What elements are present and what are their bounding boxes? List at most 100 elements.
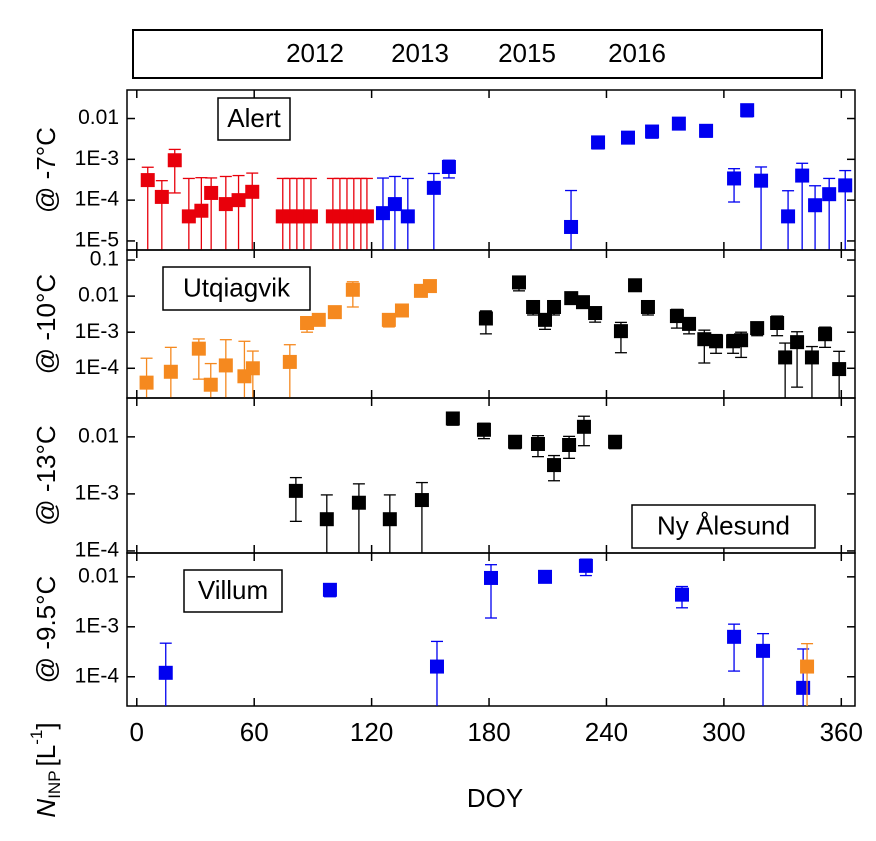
- marker: [750, 321, 765, 336]
- marker: [770, 315, 785, 330]
- marker: [822, 187, 837, 202]
- marker: [218, 197, 233, 212]
- marker: [382, 512, 397, 527]
- marker: [818, 327, 833, 342]
- panel: 0.01 1E-3 1E-4 0 60 120 180 240 300 360 Villum @ -9…: [31, 552, 863, 747]
- y-tick-label: 1E-4: [75, 188, 120, 211]
- legend-entry: 2013: [391, 38, 449, 68]
- marker: [181, 209, 196, 224]
- marker: [426, 180, 441, 195]
- y-tick-label: 1E-3: [75, 320, 119, 343]
- marker: [628, 278, 643, 293]
- marker: [400, 209, 415, 224]
- marker: [800, 659, 815, 674]
- marker: [375, 206, 390, 221]
- marker: [727, 629, 742, 644]
- marker: [345, 282, 360, 297]
- y-tick-label: 0.01: [78, 284, 119, 307]
- y-tick-label: 1E-4: [75, 356, 120, 379]
- panel-label-box: [631, 504, 816, 549]
- marker: [394, 303, 409, 318]
- marker: [675, 587, 690, 602]
- marker: [671, 116, 686, 131]
- marker: [682, 316, 697, 331]
- y-axis-common-label: NINP [L-1]: [27, 722, 64, 817]
- marker: [319, 512, 334, 527]
- marker: [300, 315, 315, 330]
- marker: [588, 306, 603, 321]
- marker: [194, 203, 209, 218]
- marker: [613, 324, 628, 339]
- y-tick-label: 0.01: [78, 424, 119, 447]
- legend-entry: 2016: [608, 38, 666, 68]
- legend-entry: 2015: [498, 38, 556, 68]
- y-axis-label: @ -13°C: [31, 425, 61, 525]
- marker: [158, 665, 173, 680]
- marker: [359, 209, 374, 224]
- panel-label-box: [183, 569, 283, 613]
- marker: [218, 358, 233, 373]
- marker: [578, 558, 593, 573]
- marker: [669, 309, 684, 324]
- y-tick-label: 1E-3: [75, 147, 119, 170]
- marker: [282, 354, 297, 369]
- y-symbol: N: [31, 799, 61, 818]
- marker: [832, 362, 847, 377]
- marker: [154, 189, 169, 204]
- marker: [288, 483, 303, 498]
- x-tick-label: 360: [820, 717, 863, 747]
- y-tick-label: 0.01: [78, 106, 119, 129]
- y-tick-label: 0.1: [90, 248, 119, 271]
- y-axis-label: @ -9.5°C: [31, 576, 61, 684]
- marker: [530, 436, 545, 451]
- marker: [804, 350, 819, 365]
- y-tick-label: 1E-3: [75, 481, 119, 504]
- marker: [699, 123, 714, 138]
- marker: [538, 569, 553, 584]
- marker: [191, 341, 206, 356]
- marker: [231, 193, 246, 208]
- x-tick-label: 180: [467, 717, 510, 747]
- marker: [476, 422, 491, 437]
- marker: [562, 437, 577, 452]
- marker: [429, 659, 444, 674]
- marker: [163, 364, 178, 379]
- marker: [445, 411, 460, 426]
- panel: 0.01 1E-3 1E-4 Ny Ålesund @ -13°C: [31, 397, 856, 561]
- x-axis-label: DOY: [467, 783, 523, 813]
- x-tick-label: 120: [350, 717, 393, 747]
- marker: [547, 299, 562, 314]
- marker: [564, 291, 579, 306]
- y-close: ]: [31, 722, 61, 729]
- marker: [484, 570, 498, 585]
- panel-label: Alert: [227, 103, 281, 133]
- panel: 0.01 1E-3 1E-4 1E-5 Alert @ -7°C: [31, 89, 856, 251]
- legend-box: [132, 29, 823, 79]
- y-tick-label: 1E-5: [75, 228, 119, 251]
- marker: [754, 173, 769, 188]
- marker: [511, 275, 526, 290]
- marker: [139, 375, 154, 390]
- marker: [645, 124, 660, 139]
- panel-label: Villum: [198, 575, 268, 605]
- marker: [303, 209, 318, 224]
- marker: [140, 173, 155, 188]
- y-tick-label: 1E-4: [75, 664, 120, 687]
- x-tick-label: 60: [240, 717, 269, 747]
- marker: [620, 130, 635, 145]
- y-subscript: INP: [45, 770, 64, 798]
- marker: [526, 299, 541, 314]
- panel-label-box: [217, 97, 291, 141]
- marker: [204, 185, 219, 200]
- marker: [575, 295, 590, 310]
- marker: [709, 334, 724, 349]
- marker: [790, 335, 805, 350]
- marker: [591, 135, 606, 150]
- marker: [640, 299, 655, 314]
- marker: [547, 458, 562, 473]
- marker: [740, 103, 755, 118]
- y-axis-label: @ -10°C: [31, 274, 61, 374]
- marker: [414, 493, 429, 508]
- x-tick-label: 0: [130, 717, 144, 747]
